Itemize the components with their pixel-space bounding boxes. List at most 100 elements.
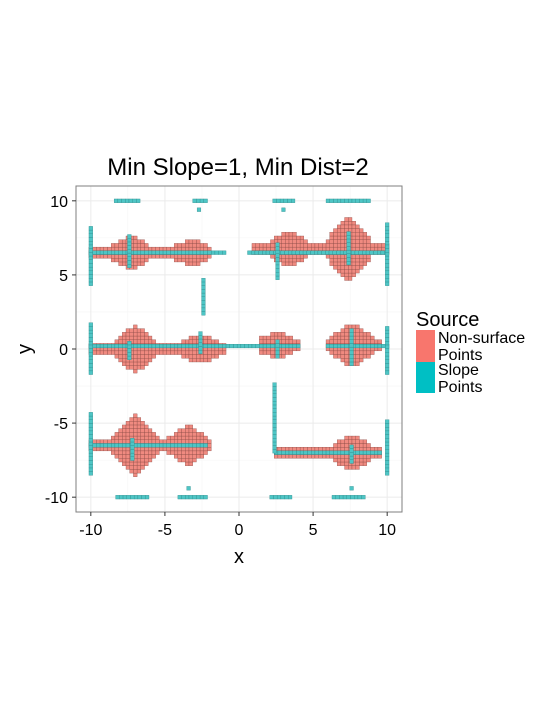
slope-cell: [99, 250, 104, 255]
slope-cell: [88, 255, 93, 260]
nonsurface-cell: [203, 335, 208, 340]
nonsurface-cell: [136, 432, 142, 437]
slope-cell: [349, 455, 354, 460]
nonsurface-cell: [355, 465, 360, 470]
nonsurface-cell: [303, 454, 308, 459]
slope-cell: [317, 250, 322, 255]
slope-cell: [88, 252, 93, 257]
slope-cell: [272, 434, 277, 439]
nonsurface-cell: [299, 246, 305, 252]
slope-cell: [203, 344, 208, 349]
slope-cell: [366, 344, 371, 349]
nonsurface-cell: [366, 254, 371, 259]
nonsurface-cell: [351, 265, 356, 270]
nonsurface-cell: [173, 454, 179, 459]
nonsurface-cell: [140, 239, 145, 244]
nonsurface-cell: [366, 258, 371, 263]
nonsurface-cell: [177, 450, 182, 455]
slope-cell: [127, 252, 132, 257]
slope-cell: [325, 344, 330, 349]
nonsurface-cell: [340, 232, 345, 237]
nonsurface-cell: [344, 269, 349, 274]
nonsurface-cell: [99, 246, 104, 252]
slope-cell: [358, 250, 363, 255]
slope-cell: [144, 250, 149, 255]
slope-cell: [291, 198, 296, 203]
nonsurface-cell: [136, 339, 142, 344]
nonsurface-cell: [329, 246, 334, 252]
slope-cell: [88, 241, 93, 246]
slope-cell: [385, 237, 390, 242]
nonsurface-cell: [185, 446, 190, 452]
nonsurface-cell: [118, 358, 123, 363]
slope-cell: [88, 355, 93, 360]
nonsurface-cell: [181, 432, 186, 437]
slope-cell: [385, 464, 390, 469]
nonsurface-cell: [111, 350, 116, 355]
nonsurface-cell: [344, 454, 349, 459]
slope-cell: [136, 443, 142, 448]
nonsurface-cell: [173, 432, 179, 437]
nonsurface-cell: [114, 354, 119, 359]
nonsurface-cell: [296, 446, 301, 452]
slope-cell: [130, 441, 135, 446]
slope-cell: [344, 344, 349, 349]
nonsurface-cell: [355, 454, 360, 459]
slope-cell: [385, 456, 390, 461]
nonsurface-cell: [255, 246, 260, 252]
slope-cell: [288, 450, 293, 455]
slope-cell: [288, 250, 293, 255]
nonsurface-cell: [170, 439, 175, 444]
slope-cell: [349, 328, 354, 333]
nonsurface-cell: [129, 469, 134, 474]
nonsurface-cell: [340, 269, 345, 274]
slope-cell: [88, 348, 93, 353]
nonsurface-cell: [366, 332, 371, 337]
slope-cell: [275, 253, 280, 258]
slope-cell: [325, 450, 330, 455]
nonsurface-cell: [162, 439, 167, 444]
nonsurface-cell: [207, 339, 212, 344]
slope-cell: [140, 443, 145, 448]
nonsurface-cell: [336, 228, 342, 233]
nonsurface-cell: [129, 432, 134, 437]
slope-cell: [348, 198, 353, 203]
nonsurface-cell: [188, 239, 193, 244]
slope-cell: [333, 450, 338, 455]
nonsurface-cell: [340, 339, 345, 344]
nonsurface-cell: [377, 246, 382, 252]
nonsurface-cell: [136, 332, 142, 337]
slope-cell: [201, 307, 206, 312]
nonsurface-cell: [122, 339, 127, 344]
slope-cell: [318, 450, 323, 455]
slope-cell: [269, 495, 274, 500]
nonsurface-cell: [181, 446, 186, 452]
slope-cell: [188, 250, 193, 255]
slope-cell: [349, 332, 354, 337]
nonsurface-cell: [336, 265, 342, 270]
nonsurface-cell: [155, 254, 160, 259]
slope-cell: [272, 430, 277, 435]
nonsurface-cell: [292, 239, 297, 244]
nonsurface-cell: [351, 228, 356, 233]
nonsurface-cell: [188, 243, 193, 248]
nonsurface-cell: [336, 224, 342, 229]
nonsurface-cell: [125, 424, 130, 429]
slope-cell: [310, 250, 315, 255]
nonsurface-cell: [114, 446, 119, 452]
slope-cell: [331, 495, 336, 500]
nonsurface-cell: [166, 254, 171, 259]
nonsurface-cell: [296, 246, 301, 252]
slope-cell: [262, 344, 267, 349]
nonsurface-cell: [355, 339, 360, 344]
nonsurface-cell: [340, 258, 345, 263]
slope-cell: [385, 344, 390, 349]
nonsurface-cell: [133, 421, 138, 426]
nonsurface-cell: [181, 450, 186, 455]
slope-cell: [279, 198, 284, 203]
nonsurface-cell: [122, 461, 127, 466]
nonsurface-cell: [329, 350, 334, 355]
nonsurface-cell: [188, 424, 193, 429]
slope-cell: [385, 460, 390, 465]
slope-cell: [88, 259, 93, 264]
